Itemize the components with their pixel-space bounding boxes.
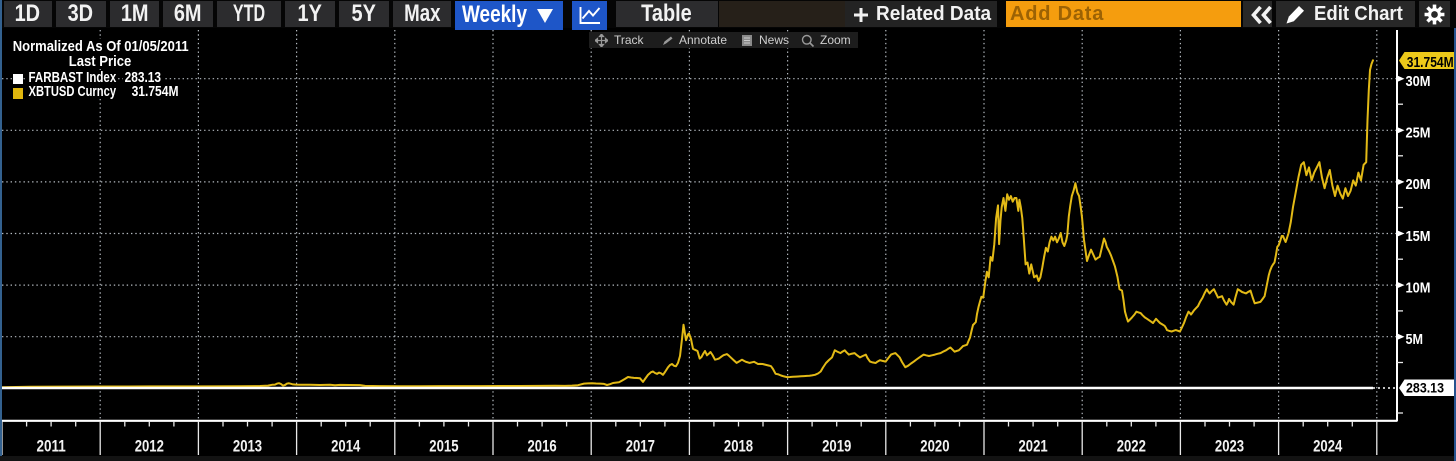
svg-text:283.13: 283.13 (1406, 380, 1444, 396)
svg-text:5M: 5M (1406, 331, 1424, 348)
svg-text:2018: 2018 (724, 438, 753, 456)
svg-text:2011: 2011 (37, 438, 66, 456)
svg-text:2020: 2020 (920, 438, 949, 456)
svg-text:2019: 2019 (822, 438, 851, 456)
svg-text:2021: 2021 (1019, 438, 1048, 456)
svg-text:31.754M: 31.754M (1407, 54, 1454, 71)
svg-text:2015: 2015 (429, 438, 458, 456)
svg-text:2012: 2012 (135, 438, 164, 456)
svg-text:10M: 10M (1406, 279, 1431, 296)
svg-text:2023: 2023 (1215, 438, 1244, 456)
svg-text:2024: 2024 (1313, 438, 1343, 456)
svg-text:25M: 25M (1406, 125, 1431, 142)
svg-text:20M: 20M (1406, 176, 1431, 193)
svg-text:15M: 15M (1406, 228, 1431, 245)
svg-text:2017: 2017 (626, 438, 655, 456)
svg-text:30M: 30M (1406, 73, 1431, 90)
svg-text:2014: 2014 (331, 438, 361, 456)
svg-text:2022: 2022 (1117, 438, 1146, 456)
svg-text:2016: 2016 (528, 438, 557, 456)
svg-text:2013: 2013 (233, 438, 262, 456)
